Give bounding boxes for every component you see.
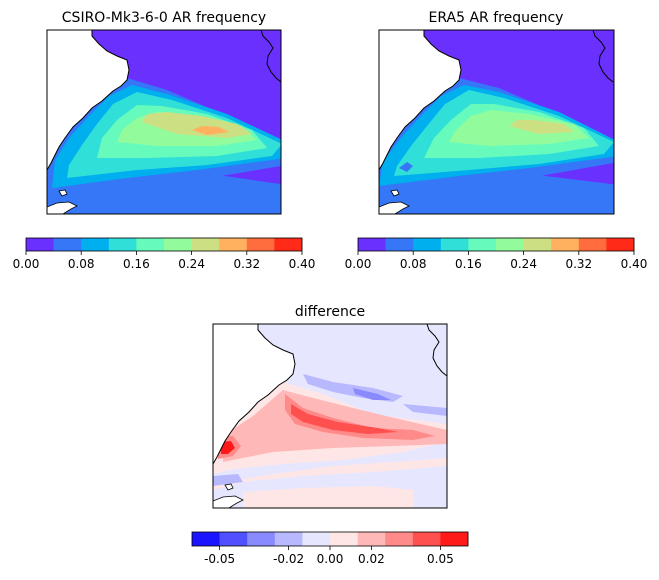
colorbar-1-swatch — [26, 238, 54, 251]
colorbar-2-tick-label: 0.24 — [510, 257, 537, 271]
colorbar-2-swatch — [358, 238, 386, 251]
panel-1-map — [47, 30, 281, 214]
panel-2-map — [379, 30, 614, 214]
colorbar-2-swatch — [578, 238, 607, 251]
colorbar-3-tick-label: 0.00 — [317, 552, 344, 566]
colorbar-3-swatch — [440, 532, 469, 546]
colorbar-1-swatch — [164, 238, 192, 251]
panel-3-title: difference — [295, 304, 365, 320]
colorbar-1-swatch — [246, 238, 275, 251]
colorbar-2-tick-label: 0.32 — [565, 257, 592, 271]
panel-1-frame — [46, 29, 282, 215]
colorbar-2: 0.00 0.08 0.16 0.24 0.32 0.40 — [345, 237, 648, 271]
colorbar-1-tick-label: 0.40 — [289, 257, 316, 271]
colorbar-2-swatch — [413, 238, 442, 251]
colorbar-2-swatch — [468, 238, 497, 251]
colorbar-1-tick-label: 0.08 — [68, 257, 95, 271]
colorbar-3-swatch — [247, 532, 276, 546]
colorbar-2-swatch — [551, 238, 580, 251]
colorbar-1-swatch — [274, 238, 303, 251]
colorbar-3-swatch — [274, 532, 303, 546]
colorbar-1: 0.00 0.08 0.16 0.24 0.32 0.40 — [13, 237, 316, 271]
panel-2-title: ERA5 AR frequency — [429, 10, 564, 26]
colorbar-1-tick-label: 0.32 — [233, 257, 260, 271]
colorbar-3-tick-label: -0.05 — [204, 552, 235, 566]
colorbar-1-swatch — [191, 238, 220, 251]
colorbar-3-swatch — [192, 532, 220, 546]
colorbar-1-swatch — [81, 238, 110, 251]
colorbar-3-tick-label: 0.05 — [427, 552, 454, 566]
colorbar-3-tick-label: -0.02 — [273, 552, 304, 566]
colorbar-1-swatch — [108, 238, 137, 251]
panel-2-frame — [378, 29, 615, 215]
colorbar-3: -0.05 -0.02 0.00 0.02 0.05 — [191, 531, 469, 566]
colorbar-1-tick-label: 0.24 — [178, 257, 205, 271]
panel-3-frame — [212, 323, 448, 509]
panel-3-map — [213, 324, 447, 508]
colorbar-1-tick-label: 0.00 — [13, 257, 40, 271]
colorbar-3-swatch — [330, 532, 358, 546]
colorbar-1-swatch — [136, 238, 165, 251]
colorbar-2-swatch — [440, 238, 469, 251]
colorbar-1-frame — [25, 237, 303, 252]
colorbar-2-tick-label: 0.00 — [345, 257, 372, 271]
colorbar-3-swatch — [357, 532, 386, 546]
colorbar-3-swatch — [219, 532, 248, 546]
colorbar-2-tick-label: 0.08 — [400, 257, 427, 271]
colorbar-3-swatch — [412, 532, 441, 546]
colorbar-2-swatch — [523, 238, 552, 251]
panel-1-title: CSIRO-Mk3-6-0 AR frequency — [62, 10, 266, 26]
colorbar-1-tick-label: 0.16 — [123, 257, 150, 271]
colorbar-2-swatch — [385, 238, 414, 251]
colorbar-2-frame — [357, 237, 635, 252]
colorbar-1-swatch — [219, 238, 248, 251]
colorbar-2-swatch — [496, 238, 524, 251]
colorbar-2-tick-label: 0.40 — [621, 257, 648, 271]
colorbar-1-swatch — [53, 238, 82, 251]
colorbar-2-swatch — [606, 238, 635, 251]
colorbar-3-swatch — [385, 532, 414, 546]
colorbar-3-tick-label: 0.02 — [358, 552, 385, 566]
colorbar-2-tick-label: 0.16 — [455, 257, 482, 271]
colorbar-3-swatch — [302, 532, 331, 546]
